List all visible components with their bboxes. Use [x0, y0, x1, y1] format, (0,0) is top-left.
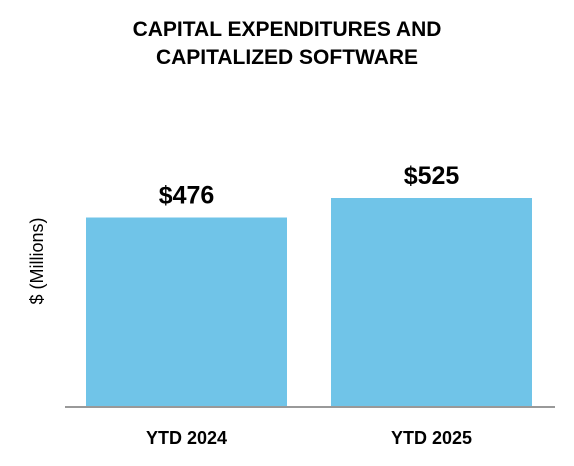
data-label-ytd-2025: $525 [404, 162, 460, 190]
chart-title-line-2: CAPITALIZED SOFTWARE [155, 46, 419, 69]
bars-group [86, 198, 532, 407]
x-tick-label-ytd-2024: YTD 2024 [146, 428, 227, 448]
bar-ytd-2025 [331, 198, 532, 407]
chart-title: CAPITAL EXPENDITURES AND CAPITALIZED SOF… [0, 16, 574, 72]
data-labels-group: $476 $525 [159, 162, 460, 210]
data-label-ytd-2024: $476 [159, 182, 215, 210]
bar-ytd-2024 [86, 217, 287, 407]
y-axis-title: $ (Millions) [27, 217, 47, 304]
x-tick-labels-group: YTD 2024 YTD 2025 [146, 428, 472, 448]
chart-title-line-1: CAPITAL EXPENDITURES AND [132, 18, 442, 41]
x-tick-label-ytd-2025: YTD 2025 [391, 428, 472, 448]
